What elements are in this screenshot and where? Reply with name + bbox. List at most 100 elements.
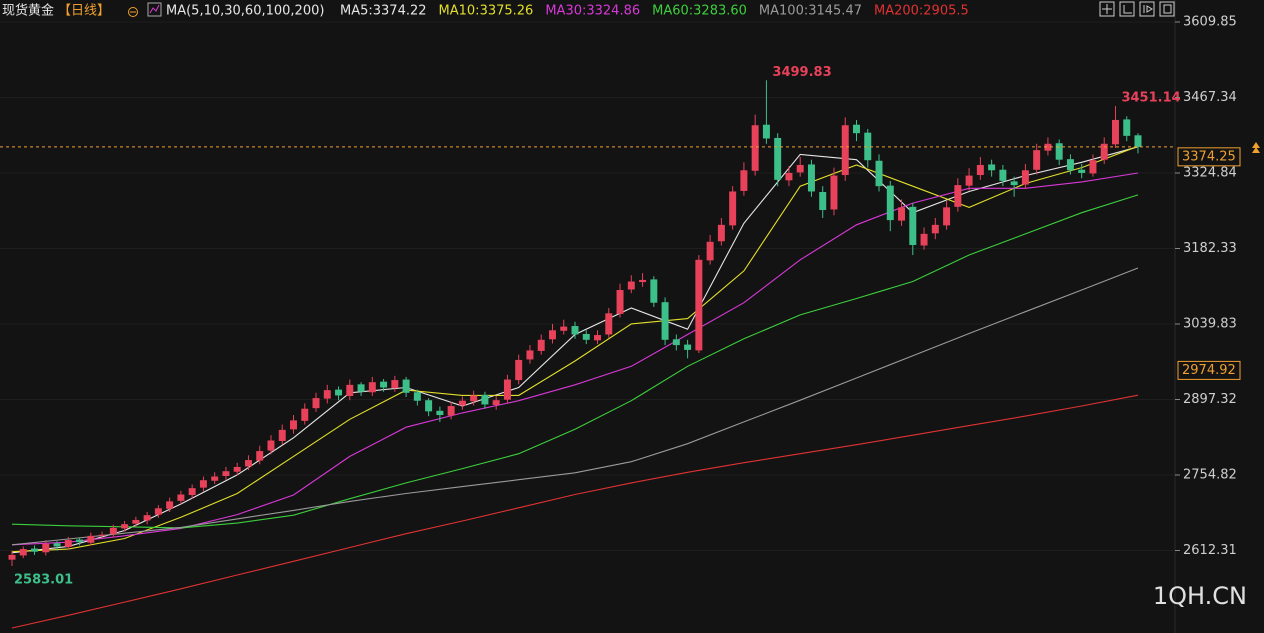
candle-body bbox=[853, 124, 860, 134]
candle-body bbox=[425, 400, 433, 412]
indicator-icon bbox=[149, 4, 160, 14]
candle-body bbox=[571, 326, 579, 335]
candle-body bbox=[278, 429, 286, 442]
candle-body bbox=[762, 124, 770, 139]
period-label: 【日线】 bbox=[58, 4, 110, 19]
candle-body bbox=[774, 137, 782, 180]
candle-body bbox=[470, 395, 478, 402]
candle-body bbox=[661, 302, 669, 340]
candle-body bbox=[301, 408, 309, 421]
toolbar-button[interactable] bbox=[1099, 1, 1115, 17]
candle-body bbox=[706, 241, 714, 261]
candle-body bbox=[672, 339, 680, 346]
toolbar-glyphs bbox=[1102, 4, 1172, 14]
candle-body bbox=[87, 535, 95, 543]
candle-body bbox=[211, 476, 219, 481]
candle-body bbox=[954, 185, 962, 207]
candle-body bbox=[729, 191, 737, 226]
candle-body bbox=[154, 508, 162, 515]
candle-body bbox=[864, 132, 872, 161]
legend-entry: MA100:3145.47 bbox=[759, 4, 862, 19]
candle-body bbox=[751, 125, 759, 171]
candle-body bbox=[244, 460, 252, 467]
period-icon[interactable] bbox=[128, 7, 138, 17]
candle-body bbox=[582, 333, 590, 340]
candle-body bbox=[368, 382, 376, 393]
candle-body bbox=[785, 172, 793, 181]
candle-body bbox=[931, 224, 939, 234]
candle-body bbox=[222, 471, 230, 476]
candle-body bbox=[1111, 119, 1119, 145]
candle-body bbox=[1134, 135, 1142, 147]
moving-average-line bbox=[11, 394, 1139, 629]
candle-body bbox=[357, 384, 365, 392]
candle-body bbox=[898, 207, 906, 221]
candle-body bbox=[323, 390, 331, 399]
candle-body bbox=[256, 451, 264, 461]
candle-body bbox=[796, 164, 804, 173]
candle-body bbox=[76, 539, 84, 543]
price-arrow bbox=[1252, 142, 1260, 153]
candle-body bbox=[492, 400, 500, 405]
candle-body bbox=[1021, 170, 1029, 185]
toolbar-button[interactable] bbox=[1159, 1, 1175, 17]
candle-body bbox=[976, 164, 984, 176]
y-tick-label: 2897.32 bbox=[1183, 392, 1237, 407]
candle-body bbox=[380, 381, 388, 388]
candle-body bbox=[875, 160, 883, 187]
candle-body bbox=[402, 379, 410, 393]
high-annotation: 3499.83 bbox=[772, 65, 831, 80]
candle-body bbox=[650, 279, 658, 303]
candle-body bbox=[560, 326, 568, 331]
legend-entry: MA10:3375.26 bbox=[439, 4, 534, 19]
moving-average-line bbox=[11, 194, 1139, 529]
candle-body bbox=[515, 359, 523, 381]
candle-body bbox=[639, 279, 647, 283]
legend-entry: MA5:3374.22 bbox=[340, 4, 427, 19]
candle-body bbox=[886, 185, 894, 221]
plot-area: 3499.83 3451.14 2583.01 bbox=[0, 21, 1181, 629]
candle-body bbox=[1010, 181, 1018, 186]
candle-body bbox=[988, 164, 996, 171]
candle-body bbox=[346, 384, 354, 396]
candle-body bbox=[819, 191, 827, 211]
candle-body bbox=[121, 524, 129, 529]
candle-body bbox=[503, 379, 511, 400]
price-box bbox=[1177, 360, 1241, 380]
candle-body bbox=[627, 281, 635, 290]
candle-body bbox=[717, 224, 725, 242]
y-axis: 3609.85 3467.34 3324.84 3182.33 3039.83 2897.… bbox=[1175, 15, 1241, 558]
candle-body bbox=[391, 380, 399, 389]
candle-body bbox=[19, 549, 27, 556]
candle-body bbox=[188, 488, 196, 496]
candle-body bbox=[909, 206, 917, 245]
candle-body bbox=[1123, 119, 1131, 136]
candle-body bbox=[1055, 143, 1063, 160]
candle-body bbox=[233, 466, 241, 472]
candle-body bbox=[177, 494, 185, 501]
candle-body bbox=[132, 519, 140, 524]
candle-body bbox=[605, 313, 613, 335]
candle-body bbox=[943, 207, 951, 226]
y-tick-label: 2612.31 bbox=[1183, 543, 1237, 558]
candle-body bbox=[53, 543, 61, 547]
candle-body bbox=[830, 175, 838, 210]
candle-body bbox=[267, 440, 275, 451]
toolbar-button[interactable] bbox=[1139, 1, 1155, 17]
candle-body bbox=[1066, 159, 1074, 171]
legend-entry: MA60:3283.60 bbox=[652, 4, 747, 19]
toolbar-button[interactable] bbox=[1119, 1, 1135, 17]
candle-body bbox=[447, 406, 455, 416]
candle-body bbox=[290, 420, 297, 430]
candle-body bbox=[1089, 160, 1097, 174]
indicator-icon[interactable] bbox=[147, 2, 162, 17]
moving-average-line bbox=[11, 267, 1139, 546]
candle-body bbox=[684, 344, 692, 350]
candle-body bbox=[537, 339, 545, 351]
candle-body bbox=[335, 389, 343, 396]
candle-body bbox=[481, 394, 489, 405]
candle-body bbox=[1078, 169, 1086, 173]
instrument-title: 现货黄金 bbox=[2, 3, 54, 19]
candle-body bbox=[965, 175, 973, 186]
low-annotation: 2583.01 bbox=[14, 573, 73, 588]
